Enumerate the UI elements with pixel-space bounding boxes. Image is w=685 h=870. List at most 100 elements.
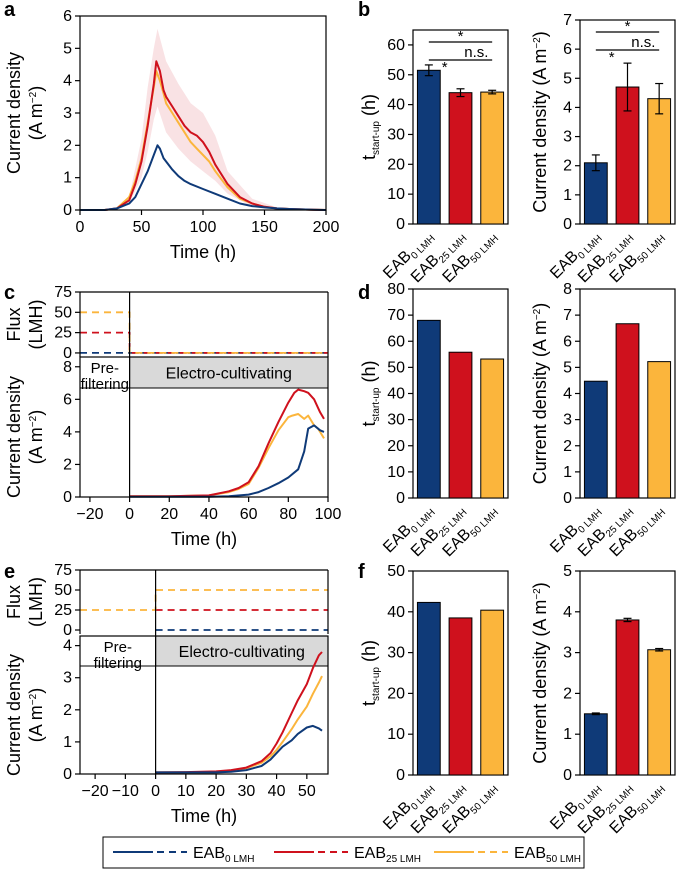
phase-label: Electro-cultivating [166, 366, 292, 383]
label-part: t [359, 155, 379, 160]
y-tick-label: 2 [563, 438, 572, 455]
y-tick-label: 4 [563, 604, 572, 621]
x-tick-label: −20 [82, 783, 109, 800]
y-tick-label: 50 [387, 67, 405, 84]
x-axis-label: Time (h) [170, 242, 236, 262]
label-part: 50 LMH [636, 507, 669, 540]
bar-eab0 [583, 713, 608, 776]
sig-label: n.s. [464, 44, 488, 61]
y-tick-label: 50 [54, 304, 72, 321]
y-tick-label: 0 [396, 767, 405, 784]
x-tick-label: 50 [133, 219, 151, 236]
bar-eab25 [448, 351, 473, 499]
y-tick-label: 1 [563, 464, 572, 481]
label-part: Current density (A m [530, 49, 550, 213]
y-tick-label: 20 [387, 156, 405, 173]
y-tick-label: 0 [63, 622, 72, 639]
x-tick-label: 0 [125, 506, 134, 523]
line-chart-c: 0 25 50 75 Flux (LMH) Pre-filtering Electro-cul… [4, 284, 341, 549]
x-tick-label: 100 [315, 506, 342, 523]
sig-label: * [609, 49, 615, 66]
label-part: (h) [359, 94, 379, 121]
y-tick-label: 60 [387, 333, 405, 350]
y-tick-label: 30 [387, 126, 405, 143]
y-tick-label: 50 [54, 582, 72, 599]
y-tick-label: 20 [387, 438, 405, 455]
y-tick-label: 5 [563, 70, 572, 87]
y-axis-label: Current density (A m−2) [530, 31, 550, 212]
y-tick-label: 80 [387, 281, 405, 298]
label-part: ) [26, 86, 46, 92]
x-tick-label: 200 [313, 219, 340, 236]
bar-eab0 [583, 162, 608, 225]
series-line [80, 144, 327, 211]
current-y-label: Current density [4, 376, 24, 498]
legend-label-eab25: EAB25 LMH [354, 845, 421, 865]
plot-frame [79, 635, 329, 775]
y-tick-label: 4 [563, 99, 572, 116]
y-tick-label: 3 [563, 412, 572, 429]
bar-eab50 [480, 358, 505, 499]
y-tick-label: 4 [63, 638, 72, 655]
phase-label: Pre- [91, 360, 119, 377]
line-chart-a: 0 1 2 3 4 5 6 0 50 100 150 200 Time (h) Current densi… [4, 8, 339, 262]
label-part: −2 [532, 37, 543, 49]
x-axis-label: Time (h) [171, 529, 237, 549]
y-tick-label: 7 [563, 307, 572, 324]
label-part: 25 LMH [386, 854, 421, 865]
y-tick-label: 4 [63, 73, 72, 90]
x-tick-label: 150 [251, 219, 278, 236]
y-tick-label: 8 [63, 359, 72, 376]
y-tick-label: 30 [387, 645, 405, 662]
flux-line [80, 311, 328, 354]
panel-label-b: b [358, 0, 370, 21]
y-tick-label: 40 [387, 386, 405, 403]
x-tick-label: −10 [112, 783, 139, 800]
y-tick-label: 50 [387, 359, 405, 376]
x-tick-label: 100 [190, 219, 217, 236]
flux-line [80, 331, 328, 354]
y-tick-label: 2 [63, 702, 72, 719]
y-tick-label: 2 [63, 137, 72, 154]
y-tick-label: 6 [63, 8, 72, 25]
label-part: 0 LMH [225, 854, 254, 865]
sig-label: n.s. [631, 34, 655, 51]
panel-label-f: f [358, 561, 365, 583]
line-chart-e: 0 25 50 75 Flux (LMH) Pre-filtering Electro-cul… [4, 562, 329, 826]
y-tick-label: 75 [54, 562, 72, 579]
legend-label-eab0: EAB0 LMH [193, 845, 254, 865]
y-tick-label: 0 [563, 767, 572, 784]
y-axis-label: Current density (A m−2) [530, 582, 550, 763]
current-line [155, 651, 323, 774]
y-tick-label: 10 [387, 464, 405, 481]
flux-y-label: (LMH) [26, 300, 46, 350]
y-tick-label: 1 [563, 726, 572, 743]
current-line [155, 675, 323, 774]
y-tick-label: 1 [563, 187, 572, 204]
bar-eab50 [480, 91, 505, 225]
flux-y-label: Flux [4, 585, 24, 619]
plot-frame [79, 356, 329, 498]
label-part: −2 [532, 588, 543, 600]
bar-eab25 [615, 619, 640, 776]
current-y-label: (A m−2) [26, 688, 46, 742]
bar-eab50 [647, 649, 672, 776]
y-axis-label: tstart-up (h) [359, 361, 382, 427]
sig-label: * [442, 59, 448, 76]
y-axis-label: tstart-up (h) [359, 94, 382, 160]
label-part: EAB [354, 845, 386, 862]
y-tick-label: 1 [63, 734, 72, 751]
label-part: (A m [26, 427, 46, 464]
y-axis-label: (A m−2) [26, 86, 46, 140]
label-part: 50 LMH [469, 233, 502, 266]
sig-label: * [458, 28, 464, 45]
y-axis-label: Current density (A m−2) [530, 303, 550, 484]
x-tick-label: 20 [160, 506, 178, 523]
y-tick-label: 4 [563, 386, 572, 403]
label-part: start-up [371, 387, 382, 421]
phase-label: filtering [81, 376, 129, 393]
phase-label: Electro-cultivating [179, 644, 305, 661]
